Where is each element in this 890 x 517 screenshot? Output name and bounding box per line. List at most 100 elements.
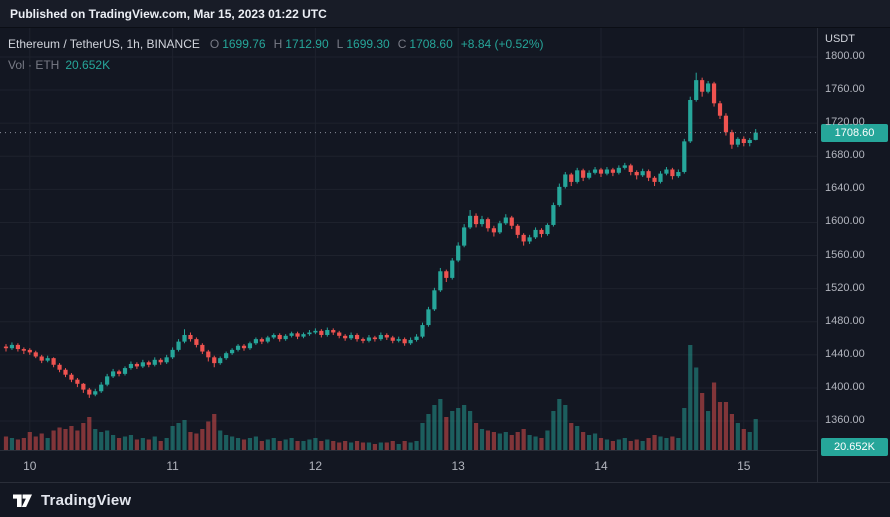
candle-body <box>128 363 134 369</box>
volume-bar <box>652 435 657 450</box>
volume-bar <box>747 432 752 450</box>
volume-bar <box>706 411 711 450</box>
candle-body <box>343 335 348 339</box>
candle-body <box>372 337 377 340</box>
volume-bar <box>408 442 413 450</box>
volume-bar <box>462 405 467 450</box>
volume-bar <box>711 382 717 450</box>
volume-row: Vol · ETH 20.652K <box>8 57 544 73</box>
candle-body <box>271 334 276 338</box>
high-label: H <box>273 37 283 51</box>
candle-body <box>646 171 651 178</box>
price-tick-label: 1440.00 <box>825 347 865 360</box>
candle-body <box>688 99 693 142</box>
candle-body <box>717 103 723 116</box>
last-price-badge: 1708.60 <box>821 123 888 142</box>
volume-bar <box>658 436 663 450</box>
volume-bar <box>426 414 431 450</box>
candle-body <box>218 358 223 364</box>
candle-body <box>57 364 62 370</box>
price-tick-label: 1680.00 <box>825 149 865 162</box>
candle-body <box>111 371 116 377</box>
candle-body <box>152 359 157 365</box>
candle-body <box>563 174 568 187</box>
candlestick-chart[interactable] <box>0 28 817 450</box>
candle-body <box>75 379 80 384</box>
candle-body <box>723 115 729 133</box>
candle-body <box>81 383 86 390</box>
candle-body <box>581 170 586 178</box>
volume-value: 20.652K <box>65 58 111 72</box>
chart-region: Ethereum / TetherUS, 1h, BINANCE O 1699.… <box>0 28 890 482</box>
candle-body <box>277 334 282 340</box>
volume-bar <box>93 429 98 450</box>
time-axis[interactable]: 10 11 12 13 14 15 <box>0 450 817 482</box>
volume-bar <box>51 430 56 450</box>
volume-bar <box>45 438 50 450</box>
volume-bar <box>587 435 592 450</box>
volume-bar <box>313 438 318 450</box>
candle-body <box>200 344 205 352</box>
candle-body <box>360 339 366 341</box>
volume-bar <box>21 438 26 450</box>
candle-body <box>450 260 455 278</box>
candle-body <box>706 83 711 92</box>
candle-body <box>295 333 300 337</box>
price-tick-label: 1520.00 <box>825 281 865 294</box>
volume-bar <box>319 441 324 450</box>
tradingview-wordmark[interactable]: TradingView <box>41 491 132 509</box>
candle-body <box>122 368 128 374</box>
volume-bar <box>349 442 354 450</box>
chart-legend: Ethereum / TetherUS, 1h, BINANCE O 1699.… <box>8 36 544 73</box>
volume-bar <box>111 435 116 450</box>
chart-canvas[interactable] <box>0 28 817 450</box>
volume-bar <box>598 438 604 450</box>
volume-bar <box>176 423 181 450</box>
candle-body <box>640 171 645 176</box>
volume-bar <box>414 441 419 450</box>
candle-body <box>63 369 68 375</box>
candle-body <box>473 215 479 225</box>
footer-bar: TradingView <box>0 482 890 517</box>
volume-bar <box>27 432 32 450</box>
volume-bar <box>545 430 550 450</box>
candle-body <box>235 345 241 350</box>
volume-bar <box>485 430 491 450</box>
candle-body <box>170 349 175 358</box>
volume-bar <box>396 444 401 450</box>
volume-bar <box>551 411 556 450</box>
candle-body <box>753 132 758 140</box>
candle-body <box>337 332 342 336</box>
candle-body <box>539 229 544 235</box>
volume-bar <box>723 402 729 450</box>
volume-bar <box>694 367 699 450</box>
price-axis[interactable]: USDT 1708.60 20.652K 1800.00 1760.00 1720.… <box>817 28 890 482</box>
volume-bar <box>331 441 336 450</box>
candle-body <box>456 245 461 261</box>
candle-body <box>164 357 169 363</box>
volume-bar <box>622 438 627 450</box>
volume-bar <box>3 436 9 450</box>
volume-bar <box>271 438 276 450</box>
price-tick-label: 1600.00 <box>825 215 865 228</box>
volume-bar <box>420 423 425 450</box>
volume-bar <box>729 414 734 450</box>
volume-bar <box>307 439 312 450</box>
volume-bar <box>509 435 514 450</box>
volume-bar <box>634 439 639 450</box>
volume-bar <box>164 438 169 450</box>
candle-body <box>497 223 502 233</box>
volume-badge: 20.652K <box>821 438 888 456</box>
volume-bar <box>503 432 508 450</box>
tradingview-logo-icon[interactable] <box>12 490 33 511</box>
volume-bar <box>33 436 38 450</box>
volume-label[interactable]: Vol · ETH <box>8 58 60 72</box>
price-tick-label: 1480.00 <box>825 314 865 327</box>
volume-bar <box>218 430 223 450</box>
volume-bar <box>735 423 740 450</box>
symbol-title[interactable]: Ethereum / TetherUS, 1h, BINANCE <box>8 37 200 51</box>
candle-body <box>468 215 473 228</box>
candle-body <box>331 330 336 333</box>
candle-body <box>521 234 526 242</box>
